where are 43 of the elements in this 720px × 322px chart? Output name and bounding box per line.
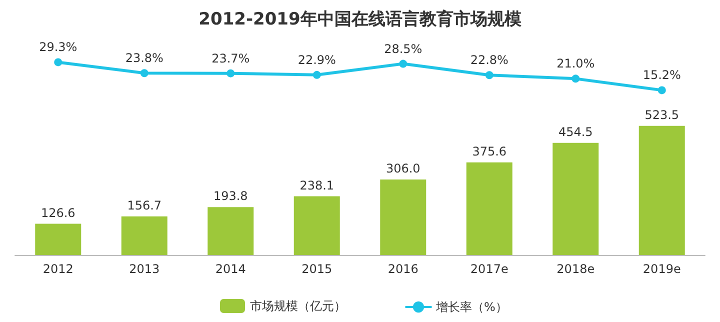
legend-label: 市场规模（亿元）	[250, 299, 346, 313]
x-tick-label: 2019e	[642, 262, 681, 276]
point	[54, 58, 62, 66]
point	[140, 69, 148, 78]
data-label: 523.5	[644, 108, 680, 122]
data-label: 21.0%	[556, 56, 595, 71]
data-label: 306.0	[386, 162, 420, 176]
data-label: 126.6	[40, 206, 76, 220]
point	[485, 71, 494, 80]
bar	[466, 162, 512, 255]
data-label: 28.5%	[384, 42, 422, 56]
x-tick-label: 2015	[302, 262, 332, 276]
point	[226, 69, 235, 78]
bar	[294, 196, 340, 255]
chart-title: 2012-2019年中国在线语言教育市场规模	[198, 8, 522, 30]
data-label: 22.8%	[470, 53, 508, 68]
data-label: 193.8	[213, 189, 248, 204]
data-label: 23.7%	[212, 51, 250, 66]
x-tick-label: 2012	[42, 262, 74, 276]
bar	[35, 224, 82, 255]
data-label: 454.5	[558, 124, 593, 139]
x-tick-label: 2014	[215, 262, 246, 276]
bar	[638, 126, 685, 255]
bar	[552, 142, 599, 255]
point	[658, 86, 666, 94]
data-label: 15.2%	[642, 68, 681, 82]
point	[399, 60, 408, 68]
legend-label: 增长率（%）	[435, 300, 508, 314]
data-label: 23.8%	[125, 51, 164, 66]
x-tick-label: 2018e	[556, 262, 595, 276]
x-tick-label: 2016	[388, 262, 418, 276]
data-label: 22.9%	[298, 52, 336, 67]
point	[312, 70, 321, 79]
bar	[121, 216, 168, 255]
bar	[208, 207, 254, 255]
x-tick-label: 2013	[129, 262, 160, 276]
data-label: 375.6	[472, 144, 507, 158]
point	[572, 74, 580, 83]
x-tick-label: 2017e	[470, 262, 508, 276]
bar	[380, 180, 426, 255]
data-label: 29.3%	[39, 40, 78, 54]
data-label: 238.1	[300, 178, 334, 192]
data-label: 156.7	[127, 198, 162, 212]
